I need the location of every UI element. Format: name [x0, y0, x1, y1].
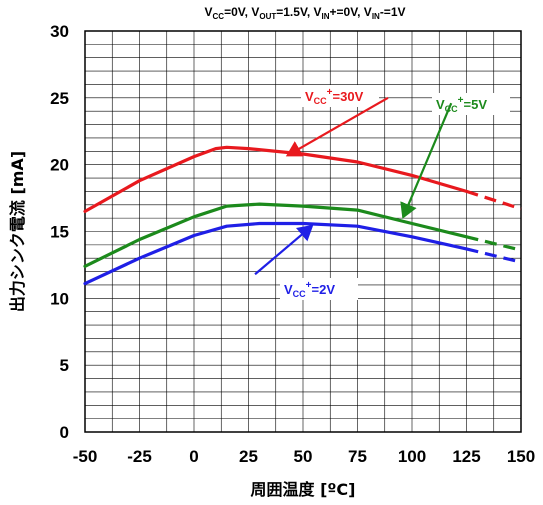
plot-frame — [84, 30, 522, 433]
x-tick-label: 0 — [189, 447, 198, 466]
x-tick-label: -50 — [73, 447, 98, 466]
y-tick-label: 0 — [60, 423, 69, 442]
series-line-extrapolated-2 — [466, 247, 522, 264]
x-axis-label: 周囲温度 [ºC] — [251, 480, 356, 499]
series-annotations: VCC+=30V VCC+=5V VCC+=2V — [254, 85, 510, 300]
x-tick-label: 50 — [294, 447, 313, 466]
test-conditions: VCC=0V, VOUT=1.5V, VIN+=0V, VIN-=1V — [205, 5, 406, 21]
y-axis-label: 出力シンク電流 [mA] — [8, 151, 27, 312]
annotation-arrow — [285, 96, 389, 157]
x-tick-label: 25 — [239, 447, 258, 466]
x-tick-label: -25 — [127, 447, 152, 466]
series-annotation-label: VCC+=30V — [305, 87, 364, 106]
annotation-arrow — [254, 224, 314, 276]
series-line-1 — [83, 202, 469, 268]
x-tick-label: 100 — [398, 447, 426, 466]
y-tick-labels: 0 5 10 15 20 25 30 — [50, 22, 69, 442]
y-tick-label: 10 — [50, 289, 69, 308]
series-line-0 — [83, 145, 469, 213]
series-line-extrapolated-0 — [466, 189, 522, 211]
series-lines — [83, 145, 522, 286]
y-tick-label: 15 — [50, 223, 69, 242]
y-tick-label: 20 — [50, 156, 69, 175]
series-annotation-label: VCC+=2V — [284, 280, 335, 299]
y-tick-label: 30 — [50, 22, 69, 41]
test-conditions-text: VCC=0V, VOUT=1.5V, VIN+=0V, VIN-=1V — [205, 5, 406, 21]
annotation-arrow — [400, 102, 453, 219]
x-tick-labels: -50 -25 0 25 50 75 100 125 150 — [73, 447, 535, 466]
series-annotation-label: VCC+=5V — [436, 95, 487, 114]
y-tick-label: 25 — [50, 89, 69, 108]
series-annotation-box — [280, 278, 358, 300]
series-line-2 — [83, 221, 469, 286]
x-tick-label: 150 — [507, 447, 535, 466]
series-annotation-box — [432, 93, 510, 115]
x-tick-label: 125 — [452, 447, 480, 466]
series-annotation-box — [301, 85, 379, 107]
x-tick-label: 75 — [348, 447, 367, 466]
series-line-extrapolated-1 — [466, 235, 522, 252]
y-tick-label: 5 — [60, 356, 69, 375]
